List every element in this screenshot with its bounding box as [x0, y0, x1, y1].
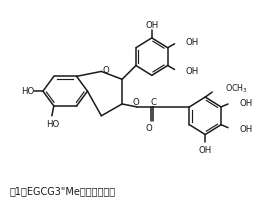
- Text: OH: OH: [185, 67, 199, 75]
- Text: HO: HO: [21, 86, 34, 95]
- Text: HO: HO: [46, 120, 59, 129]
- Text: C: C: [151, 97, 157, 106]
- Text: OH: OH: [240, 124, 253, 133]
- Text: O: O: [133, 98, 139, 107]
- Text: OCH$_3$: OCH$_3$: [225, 83, 248, 95]
- Text: OH: OH: [185, 38, 199, 47]
- Text: OH: OH: [145, 20, 158, 29]
- Text: O: O: [103, 66, 110, 75]
- Text: OH: OH: [240, 99, 253, 108]
- Text: 図1　EGCG3"Meの化学構造式: 図1 EGCG3"Meの化学構造式: [9, 185, 115, 195]
- Text: OH: OH: [199, 145, 212, 154]
- Text: O: O: [145, 124, 152, 132]
